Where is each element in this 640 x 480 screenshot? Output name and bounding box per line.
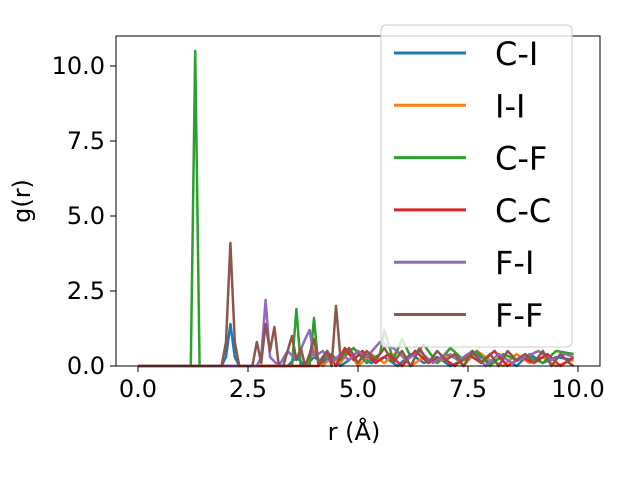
legend-label: F-F [495, 297, 543, 335]
y-tick-label: 0.0 [67, 352, 105, 380]
legend-label: C-I [495, 35, 538, 73]
y-tick-label: 5.0 [67, 202, 105, 230]
x-axis-label: r (Å) [328, 417, 381, 446]
y-tick-label: 10.0 [52, 52, 105, 80]
legend-label: C-F [495, 140, 547, 178]
y-tick-label: 2.5 [67, 277, 105, 305]
legend-label: C-C [495, 192, 551, 230]
y-tick-label: 7.5 [67, 127, 105, 155]
y-axis-ticks: 0.0 2.5 5.0 7.5 10.0 [52, 52, 116, 380]
x-tick-label: 7.5 [449, 375, 487, 403]
x-tick-label: 2.5 [229, 375, 267, 403]
y-axis-label: g(r) [8, 179, 36, 223]
series-line-f-i [138, 298, 575, 368]
legend: C-I I-I C-F C-C F-I F-F [380, 24, 573, 348]
x-axis-ticks: 0.0 2.5 5.0 7.5 10.0 [119, 366, 605, 403]
x-tick-label: 0.0 [119, 375, 157, 403]
legend-label: F-I [495, 244, 534, 282]
x-tick-label: 10.0 [551, 375, 604, 403]
series-line-f-f [138, 241, 575, 368]
x-tick-label: 5.0 [339, 375, 377, 403]
legend-label: I-I [495, 87, 525, 125]
